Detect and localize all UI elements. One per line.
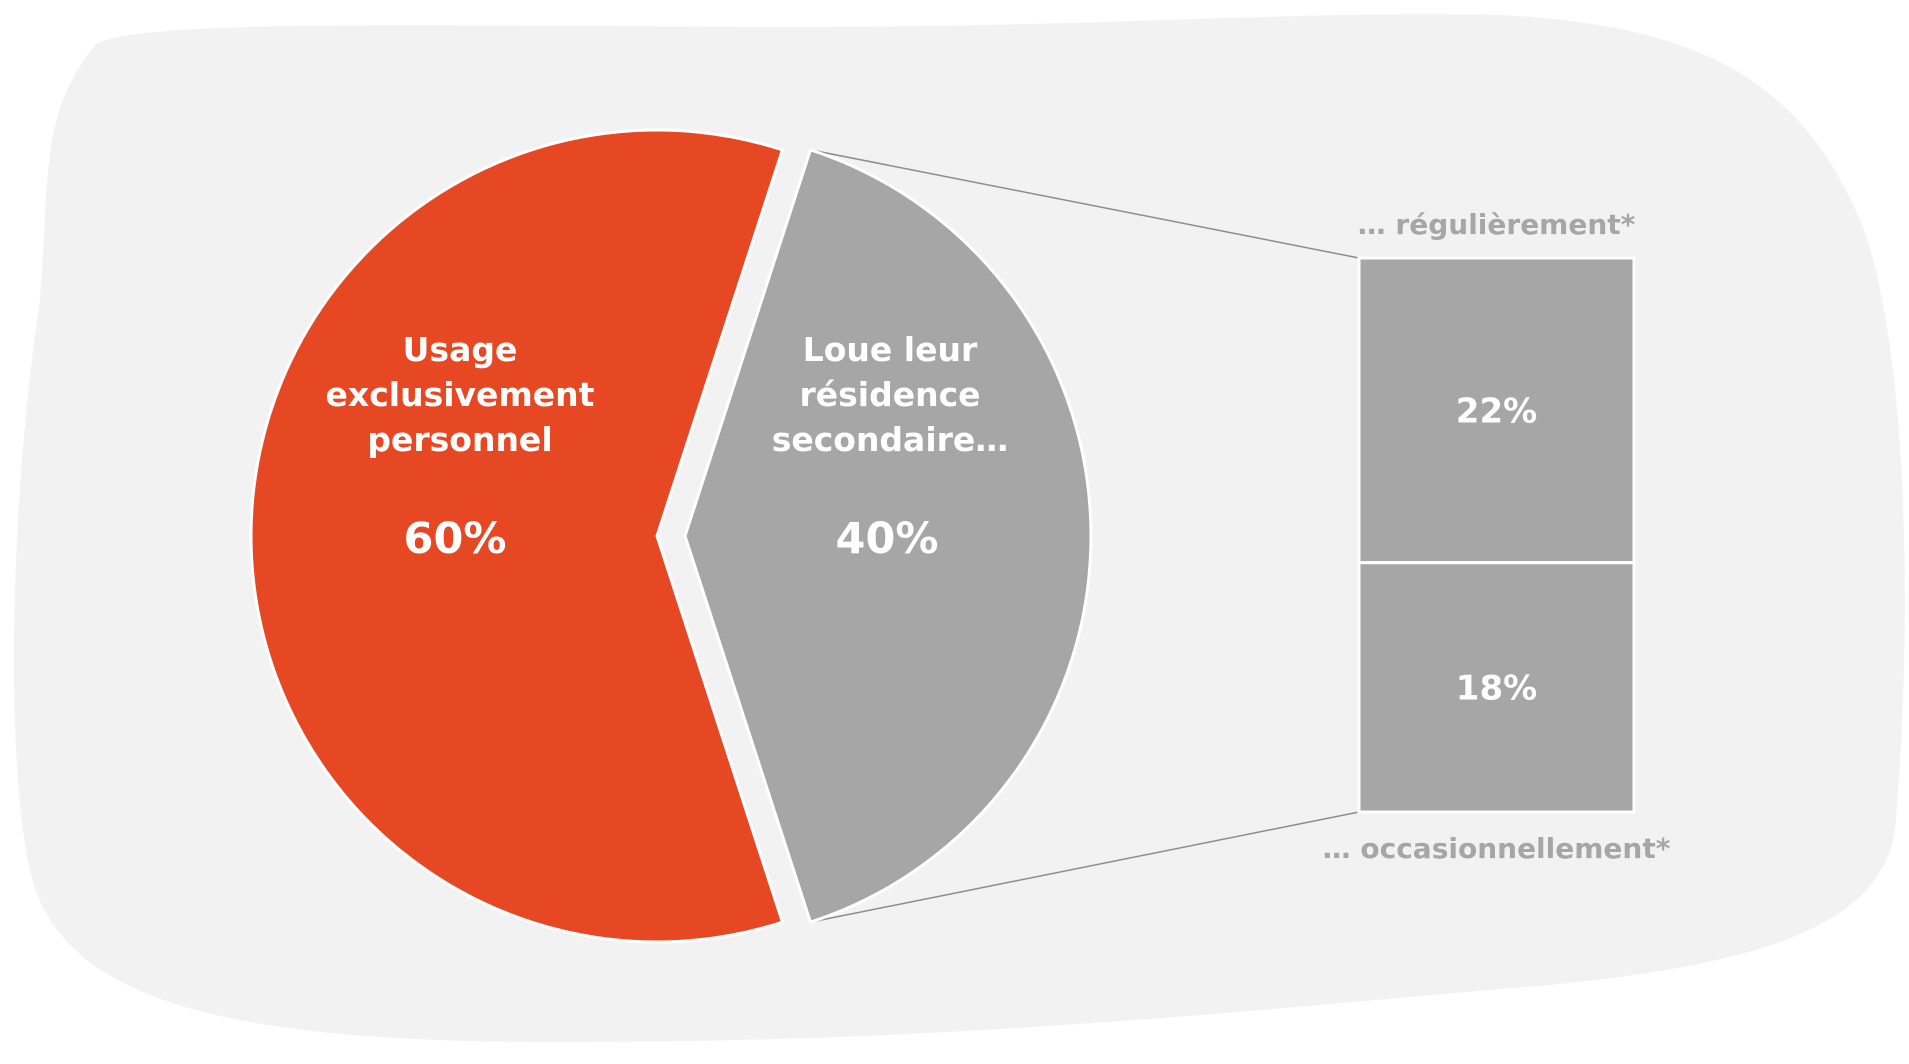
bar-segment-regulierement (1357, 256, 1636, 565)
breakdown-bar: 22% 18% … régulièrement* … occasionnelle… (1323, 208, 1671, 865)
bar-value-label: 22% (1456, 391, 1537, 431)
slice-value-label: 60% (404, 514, 507, 564)
slice-label-line: exclusivement (326, 375, 595, 414)
pie-slice-location (683, 147, 1093, 925)
slice-label-line: secondaire… (772, 420, 1009, 459)
breakdown-connectors (810, 149, 1360, 923)
connector-line-bottom (810, 811, 1360, 923)
bar-segment-occasionnellement (1357, 561, 1636, 814)
connector-line-top (810, 149, 1360, 259)
slice-label-location: Loue leur résidence secondaire… 40% (772, 330, 1009, 564)
slice-label-usage-personnel: Usage exclusivement personnel 60% (326, 330, 595, 564)
slice-label-line: Usage (403, 330, 518, 369)
slice-label-line: Loue leur (803, 330, 978, 369)
slice-value-label: 40% (836, 514, 939, 564)
bar-caption-top: … régulièrement* (1358, 208, 1636, 241)
pie-slice-usage-personnel (249, 128, 785, 944)
slice-label-line: résidence (799, 375, 980, 414)
slice-label-line: personnel (367, 420, 552, 459)
bar-value-label: 18% (1456, 668, 1537, 708)
bar-caption-bottom: … occasionnellement* (1323, 832, 1671, 865)
pie-slices (249, 128, 1093, 944)
